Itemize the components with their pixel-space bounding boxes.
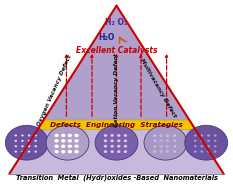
Circle shape — [110, 145, 114, 148]
Circle shape — [28, 134, 30, 136]
Circle shape — [153, 134, 156, 137]
Circle shape — [173, 140, 176, 142]
Text: H₂O: H₂O — [98, 33, 114, 42]
Circle shape — [74, 145, 79, 148]
Text: Transition  Metal  (Hydr)oxides -Based  Nanomaterials: Transition Metal (Hydr)oxides -Based Nan… — [16, 174, 217, 181]
Circle shape — [214, 134, 216, 136]
Circle shape — [110, 150, 114, 153]
Polygon shape — [9, 129, 224, 174]
Circle shape — [61, 134, 65, 137]
Circle shape — [14, 140, 17, 142]
Circle shape — [34, 140, 37, 142]
Circle shape — [194, 140, 196, 142]
Circle shape — [201, 140, 203, 142]
Circle shape — [28, 145, 30, 147]
Circle shape — [5, 125, 48, 160]
Circle shape — [124, 145, 127, 148]
Circle shape — [153, 145, 156, 147]
Circle shape — [160, 140, 163, 142]
Circle shape — [160, 150, 163, 153]
Circle shape — [201, 145, 203, 147]
Circle shape — [153, 150, 156, 153]
Circle shape — [173, 134, 176, 137]
Circle shape — [104, 134, 107, 137]
Circle shape — [117, 134, 120, 137]
Circle shape — [104, 139, 107, 142]
Circle shape — [201, 134, 203, 136]
Circle shape — [194, 145, 196, 147]
Circle shape — [104, 150, 107, 153]
Circle shape — [160, 134, 163, 137]
Circle shape — [21, 140, 24, 142]
Circle shape — [207, 134, 210, 136]
Circle shape — [34, 145, 37, 147]
Circle shape — [124, 134, 127, 137]
Circle shape — [46, 125, 89, 160]
Circle shape — [68, 150, 72, 153]
Circle shape — [68, 134, 72, 137]
Circle shape — [21, 151, 24, 153]
Text: Excellent Catalysts: Excellent Catalysts — [76, 46, 157, 55]
Text: Cation Vacancy Defect: Cation Vacancy Defect — [114, 53, 119, 127]
Circle shape — [74, 150, 79, 153]
Circle shape — [124, 139, 127, 142]
Text: H₂ O₂: H₂ O₂ — [105, 18, 128, 27]
Circle shape — [110, 134, 114, 137]
Circle shape — [104, 145, 107, 148]
Circle shape — [34, 151, 37, 153]
Circle shape — [144, 125, 187, 160]
Polygon shape — [38, 120, 195, 129]
Circle shape — [117, 150, 120, 153]
Circle shape — [185, 125, 228, 160]
Circle shape — [207, 145, 210, 147]
Circle shape — [14, 134, 17, 136]
Circle shape — [194, 134, 196, 136]
Circle shape — [21, 145, 24, 147]
Circle shape — [68, 139, 72, 143]
Circle shape — [160, 145, 163, 147]
Polygon shape — [44, 6, 189, 120]
Circle shape — [166, 140, 169, 142]
Circle shape — [74, 139, 79, 143]
Circle shape — [201, 151, 203, 153]
Text: Oxygen Vacancy Defect: Oxygen Vacancy Defect — [37, 54, 73, 127]
Circle shape — [166, 150, 169, 153]
Circle shape — [207, 151, 210, 153]
Circle shape — [74, 134, 79, 137]
Text: Multivacancy Defect: Multivacancy Defect — [140, 57, 177, 118]
Circle shape — [55, 145, 59, 148]
Circle shape — [194, 151, 196, 153]
Circle shape — [28, 151, 30, 153]
Circle shape — [173, 145, 176, 147]
Circle shape — [14, 151, 17, 153]
Circle shape — [34, 134, 37, 136]
Circle shape — [61, 150, 65, 153]
Circle shape — [214, 140, 216, 142]
Circle shape — [166, 134, 169, 137]
Circle shape — [55, 150, 59, 153]
Circle shape — [95, 125, 138, 160]
Circle shape — [61, 139, 65, 143]
Circle shape — [14, 145, 17, 147]
Circle shape — [117, 139, 120, 142]
Circle shape — [214, 145, 216, 147]
Circle shape — [55, 134, 59, 137]
Circle shape — [207, 140, 210, 142]
Circle shape — [124, 150, 127, 153]
Circle shape — [117, 145, 120, 148]
Circle shape — [173, 150, 176, 153]
Circle shape — [68, 145, 72, 148]
Circle shape — [166, 145, 169, 147]
Circle shape — [110, 139, 114, 142]
Circle shape — [55, 139, 59, 143]
Circle shape — [28, 140, 30, 142]
Circle shape — [61, 145, 65, 148]
Text: Defects  Engineering  Strategies: Defects Engineering Strategies — [50, 122, 183, 128]
Circle shape — [214, 151, 216, 153]
Circle shape — [21, 134, 24, 136]
Circle shape — [153, 140, 156, 142]
